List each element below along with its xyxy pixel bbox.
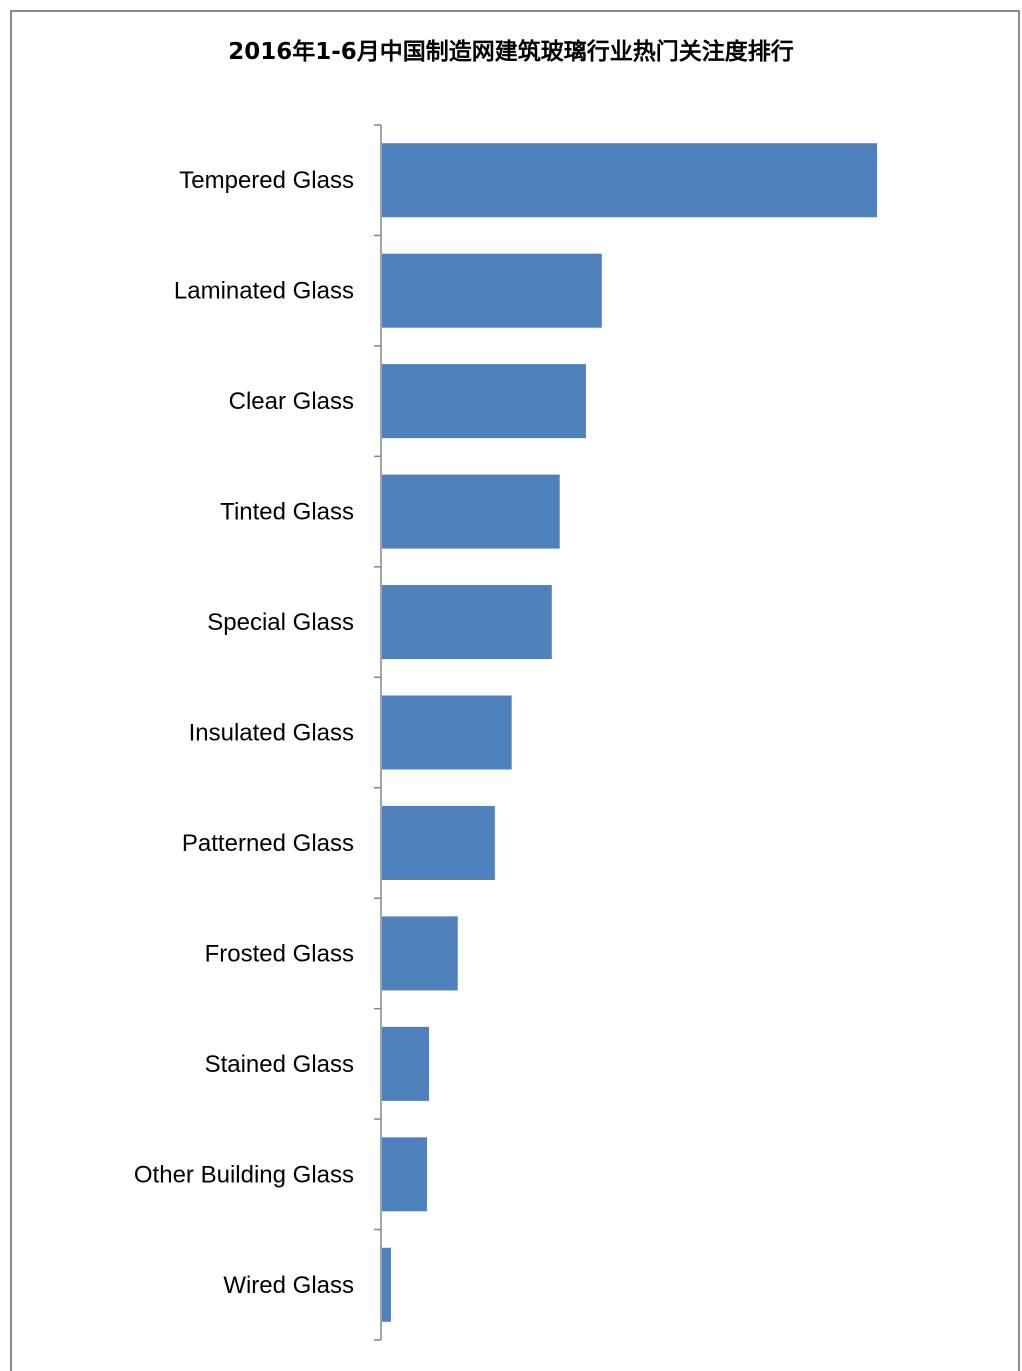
bar-other-building-glass [382, 1137, 428, 1212]
category-label: Patterned Glass [182, 830, 354, 857]
bar-tinted-glass [382, 474, 560, 549]
category-label: Wired Glass [223, 1272, 354, 1299]
chart-frame [10, 10, 1020, 1371]
category-label: Frosted Glass [205, 940, 354, 967]
category-label: Laminated Glass [174, 278, 354, 305]
bar-frosted-glass [382, 916, 458, 991]
bar-clear-glass [382, 364, 586, 439]
category-label: Tinted Glass [220, 499, 354, 526]
category-label: Other Building Glass [134, 1161, 354, 1188]
bar-patterned-glass [382, 805, 495, 880]
bar-laminated-glass [382, 253, 602, 328]
bar-tempered-glass [382, 143, 877, 218]
bar-insulated-glass [382, 695, 512, 770]
category-labels-group: Tempered Glass Laminated Glass Clear Glass… [134, 167, 354, 1299]
category-label: Special Glass [207, 609, 354, 636]
category-label: Tempered Glass [179, 167, 354, 194]
bar-wired-glass [382, 1247, 391, 1322]
category-axis [374, 124, 382, 1341]
bars-group [382, 143, 877, 1322]
category-label: Insulated Glass [189, 720, 354, 747]
category-label: Stained Glass [205, 1051, 354, 1078]
bar-stained-glass [382, 1026, 430, 1101]
chart-title: 2016年1-6月中国制造网建筑玻璃行业热门关注度排行 [228, 39, 794, 65]
bar-special-glass [382, 585, 552, 660]
category-label: Clear Glass [229, 388, 354, 415]
